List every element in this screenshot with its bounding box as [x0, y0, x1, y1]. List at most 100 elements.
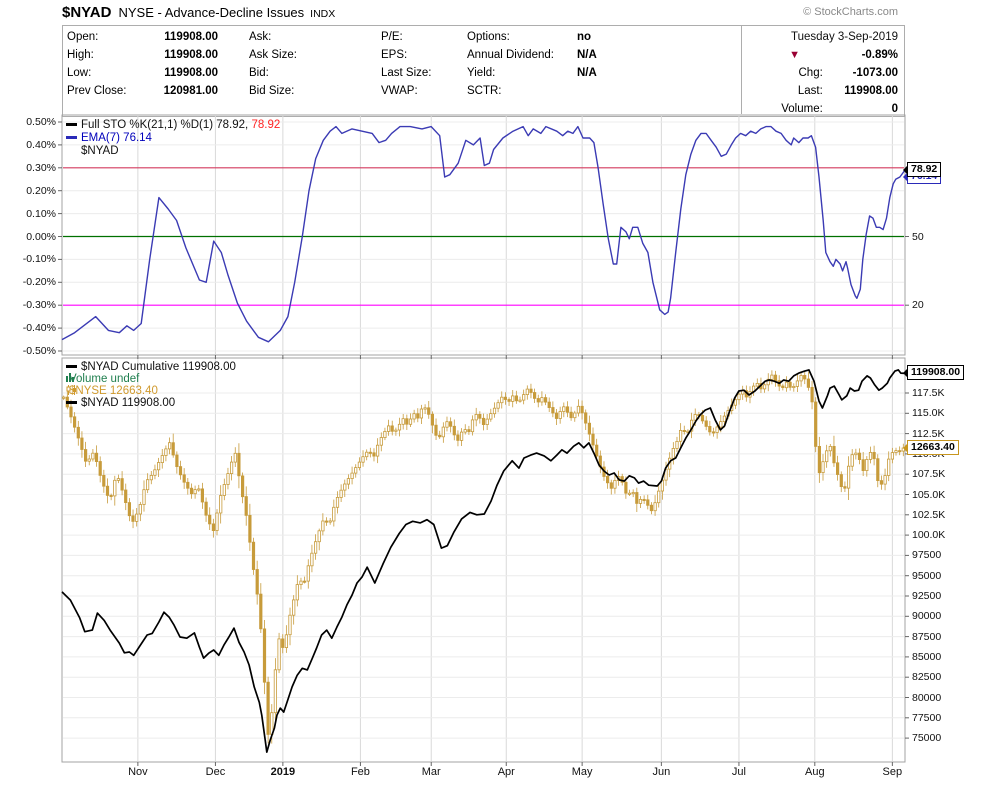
y-axis-label-right: 85000: [912, 650, 942, 663]
quote-field-label: High:: [67, 49, 94, 61]
sto-symbol-label: $NYAD: [81, 145, 119, 157]
month-label: 2019: [270, 766, 296, 778]
quote-field-value: 119908.00: [164, 67, 218, 79]
quote-summary-row: Volume: 0: [708, 103, 898, 115]
symbol-description: NYSE - Advance-Decline Issues: [118, 5, 305, 20]
date-text: Tuesday 3-Sep-2019: [791, 31, 898, 43]
quote-summary-row: Last: 119908.00: [708, 85, 898, 97]
quote-field-label: Bid:: [249, 67, 269, 79]
sto-symbol-text: $NYAD: [81, 145, 119, 157]
y-axis-label-right: 102.5K: [912, 508, 946, 521]
quote-box-divider: [741, 26, 742, 114]
month-label: Apr: [497, 766, 515, 778]
y-axis-label-right: 105.0K: [912, 488, 946, 501]
line-swatch-black: [66, 123, 77, 127]
y-axis-label-right: 107.5K: [912, 468, 946, 481]
month-label: Jun: [652, 766, 671, 778]
summary-label: Last:: [797, 85, 823, 97]
marker-arrow-tip: [903, 368, 908, 379]
nyse-value-marker: 12663.40: [903, 440, 959, 455]
quote-field-label: EPS:: [381, 49, 408, 61]
marker-value-text: 119908.00: [911, 366, 961, 379]
month-label: Dec: [205, 766, 226, 778]
marker-arrow-tip: [903, 165, 908, 176]
y-axis-label-right: 75000: [912, 732, 942, 745]
y-axis-label-right: 50: [912, 230, 924, 243]
quote-field-label: P/E:: [381, 31, 403, 43]
y-axis-label-left: 0.40%: [26, 138, 56, 151]
quote-field-value: 120981.00: [163, 85, 218, 97]
summary-value: 119908.00: [844, 85, 898, 97]
symbol: $NYAD: [62, 4, 112, 21]
y-axis-label-left: 0.10%: [26, 207, 56, 220]
cumulative-legend-text: $NYAD Cumulative 119908.00: [81, 361, 236, 373]
y-axis-label-left: 0.30%: [26, 161, 56, 174]
quote-date: Tuesday 3-Sep-2019: [708, 31, 898, 43]
month-label: Mar: [421, 766, 441, 778]
symbol-type-tag: INDX: [310, 8, 336, 20]
sto-legend-line1: Full STO %K(21,1) %D(1) 78.92, 78.92: [66, 119, 280, 131]
sto-legend-text: Full STO %K(21,1) %D(1) 78.92,: [81, 119, 249, 131]
volume-legend-line: Volume undef: [66, 373, 139, 385]
quote-field-value: 119908.00: [164, 31, 218, 43]
y-axis-label-right: 95000: [912, 569, 942, 582]
nyad-legend-text: $NYAD 119908.00: [81, 397, 176, 409]
month-label: Feb: [350, 766, 370, 778]
quote-field-label: Open:: [67, 31, 99, 43]
sto-value-marker: 78.92: [903, 162, 942, 178]
y-axis-label-left: -0.30%: [22, 299, 56, 312]
quote-field-value: 119908.00: [164, 49, 218, 61]
nyse-legend-line: $NYSE 12663.40: [66, 385, 158, 397]
y-axis-label-right: 112.5K: [912, 427, 945, 440]
y-axis-label-right: 115.0K: [912, 407, 945, 420]
y-axis-label-right: 87500: [912, 630, 942, 643]
cumulative-value-marker: 119908.00: [903, 365, 965, 381]
quote-field-label: Bid Size:: [249, 85, 295, 97]
down-triangle-icon: ▼: [789, 49, 800, 61]
marker-value-text: 12663.40: [911, 441, 955, 453]
summary-label: Chg:: [798, 67, 823, 79]
y-axis-label-right: 80000: [912, 691, 942, 704]
quote-field-label: Ask:: [249, 31, 272, 43]
y-axis-label-left: 0.00%: [26, 230, 56, 243]
quote-percent-change: ▼ -0.89%: [708, 49, 898, 61]
y-axis-label-left: -0.10%: [22, 253, 56, 266]
month-label: Sep: [882, 766, 903, 778]
quote-field-value: N/A: [577, 49, 597, 61]
copyright-notice: © StockCharts.com: [803, 6, 898, 18]
y-axis-label-right: 92500: [912, 590, 942, 602]
y-axis-label-right: 77500: [912, 711, 942, 724]
y-axis-label-left: -0.50%: [22, 345, 56, 357]
marker-value-text: 78.92: [911, 163, 938, 176]
quote-field-label: SCTR:: [467, 85, 502, 97]
quote-field-label: Last Size:: [381, 67, 432, 79]
ema-legend-line: EMA(7) 76.14: [66, 132, 152, 144]
volume-legend-text: Volume undef: [69, 373, 140, 385]
month-label: Jul: [731, 766, 746, 778]
quote-field-label: Low:: [67, 67, 92, 79]
month-label: Aug: [805, 766, 825, 778]
summary-label: Volume:: [781, 103, 823, 115]
quote-field-label: Prev Close:: [67, 85, 127, 97]
summary-value: -1073.00: [852, 67, 898, 79]
quote-field-label: VWAP:: [381, 85, 418, 97]
y-axis-label-right: 97500: [912, 549, 942, 562]
line-swatch-blue: [66, 136, 77, 140]
y-axis-label-right: 100.0K: [912, 529, 946, 542]
y-axis-label-right: 117.5K: [912, 387, 945, 399]
quote-field-value: no: [577, 31, 592, 43]
line-swatch-black3: [66, 401, 77, 405]
month-label: May: [571, 766, 593, 778]
sto-legend-red-value: 78.92: [251, 119, 281, 131]
y-axis-label-left: -0.20%: [22, 276, 56, 289]
line-swatch-black2: [66, 365, 77, 369]
quote-summary-box: Open: 119908.00 High: 119908.00 Low: 119908.0…: [62, 25, 905, 117]
percent-change-value: -0.89%: [861, 49, 898, 61]
y-axis-label-left: 0.20%: [26, 184, 56, 197]
quote-field-label: Annual Dividend:: [467, 49, 554, 61]
nyse-legend-text: $NYSE 12663.40: [69, 385, 158, 397]
y-axis-label-right: 90000: [912, 610, 942, 623]
month-label: Nov: [128, 766, 148, 778]
